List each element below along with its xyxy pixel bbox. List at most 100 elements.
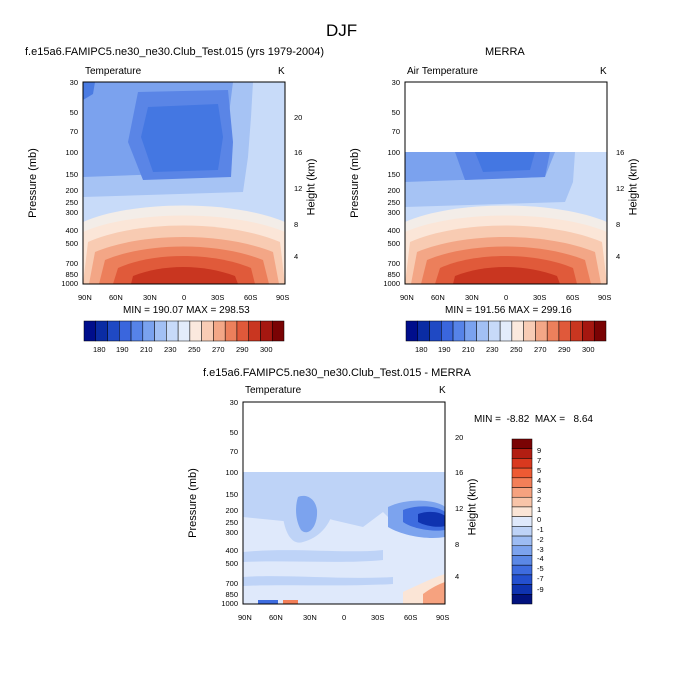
- x-tick-label: 30N: [143, 293, 157, 302]
- y-tick-label: 850: [387, 270, 400, 279]
- x-tick-label: 30N: [303, 613, 317, 622]
- colorbar-tick-label: 290: [236, 345, 249, 354]
- height-tick-label: 12: [455, 504, 464, 513]
- y-tick-label: 1000: [383, 279, 400, 288]
- colorbar-swatch: [213, 320, 226, 342]
- y-tick-label: 1000: [221, 599, 238, 608]
- y-tick-label: 100: [225, 468, 238, 477]
- colorbar-swatch: [142, 320, 155, 342]
- colorbar-tick-label: 290: [558, 345, 571, 354]
- x-tick-label: 30N: [465, 293, 479, 302]
- colorbar-swatch: [166, 320, 179, 342]
- diff-units-label: K: [439, 385, 446, 396]
- colorbar-tick-label: -4: [537, 554, 544, 563]
- height-tick-label: 8: [616, 220, 621, 229]
- y-tick-label: 100: [387, 148, 400, 157]
- x-tick-label: 60S: [404, 613, 418, 622]
- colorbar-swatch: [511, 555, 533, 566]
- y-tick-label: 150: [225, 490, 238, 499]
- x-tick-label: 30S: [533, 293, 547, 302]
- diff-y-axis-title: Pressure (mb): [186, 468, 199, 538]
- x-tick-label: 90S: [276, 293, 290, 302]
- height-tick-label: 8: [455, 540, 460, 549]
- y-tick-label: 30: [69, 78, 78, 87]
- y-tick-label: 30: [391, 78, 400, 87]
- colorbar-swatch: [452, 320, 466, 342]
- y-tick-label: 700: [65, 259, 78, 268]
- y-tick-label: 850: [225, 590, 238, 599]
- model-variable-label: Temperature: [85, 66, 142, 77]
- height-tick-label: 16: [616, 148, 625, 157]
- y-tick-label: 150: [65, 170, 78, 179]
- colorbar-swatch: [405, 320, 419, 342]
- y-tick-label: 500: [225, 559, 238, 568]
- y-tick-label: 70: [229, 447, 238, 456]
- colorbar-tick-label: -1: [537, 525, 544, 534]
- colorbar-tick-label: 180: [415, 345, 428, 354]
- y-tick-label: 700: [225, 579, 238, 588]
- height-tick-label: 4: [455, 572, 460, 581]
- model-contour-plot: [82, 81, 286, 285]
- height-tick-label: 20: [455, 433, 464, 442]
- obs-stats: MIN = 191.56 MAX = 299.16: [445, 305, 572, 316]
- height-tick-label: 12: [616, 184, 625, 193]
- y-tick-label: 500: [65, 239, 78, 248]
- colorbar-swatch: [511, 545, 533, 556]
- y-tick-label: 200: [65, 186, 78, 195]
- x-tick-label: 0: [182, 293, 187, 302]
- colorbar-swatch: [511, 320, 524, 342]
- y-tick-label: 70: [391, 127, 400, 136]
- colorbar-swatch: [154, 320, 167, 342]
- colorbar-swatch: [511, 506, 533, 517]
- colorbar-swatch: [511, 594, 533, 605]
- model-y-axis-title: Pressure (mb): [26, 148, 39, 218]
- colorbar-swatch: [107, 320, 120, 342]
- obs-colorbar: [405, 320, 607, 342]
- colorbar-swatch: [511, 574, 533, 585]
- model-height-axis-title: Height (km): [305, 158, 318, 216]
- y-tick-label: 250: [65, 198, 78, 207]
- colorbar-swatch: [511, 496, 533, 508]
- obs-units-label: K: [600, 66, 607, 77]
- model-colorbar: [83, 320, 285, 342]
- y-tick-label: 250: [225, 518, 238, 527]
- colorbar-tick-label: 3: [537, 486, 542, 495]
- colorbar-tick-label: -9: [537, 585, 544, 594]
- colorbar-swatch: [511, 535, 533, 547]
- obs-y-axis-title: Pressure (mb): [348, 148, 361, 218]
- colorbar-swatch: [464, 320, 477, 342]
- colorbar-swatch: [130, 320, 144, 342]
- colorbar-swatch: [441, 320, 454, 342]
- colorbar-swatch: [499, 320, 513, 342]
- colorbar-swatch: [570, 320, 583, 342]
- colorbar-tick-label: 4: [537, 476, 542, 485]
- colorbar-swatch: [177, 320, 191, 342]
- height-tick-label: 12: [294, 184, 303, 193]
- colorbar-swatch: [260, 320, 273, 342]
- obs-panel-title: MERRA: [485, 46, 525, 58]
- y-tick-label: 100: [65, 148, 78, 157]
- colorbar-swatch: [95, 320, 108, 342]
- colorbar-swatch: [488, 320, 501, 342]
- y-tick-label: 400: [387, 226, 400, 235]
- colorbar-tick-label: 210: [462, 345, 475, 354]
- x-tick-label: 30S: [211, 293, 225, 302]
- colorbar-swatch: [511, 467, 533, 479]
- colorbar-tick-label: 2: [537, 495, 542, 504]
- colorbar-swatch: [511, 584, 533, 595]
- diff-stats: MIN = -8.82 MAX = 8.64: [474, 414, 593, 425]
- diff-panel-title: f.e15a6.FAMIPC5.ne30_ne30.Club_Test.015 …: [203, 367, 471, 379]
- x-tick-label: 60S: [244, 293, 258, 302]
- obs-variable-label: Air Temperature: [407, 66, 478, 77]
- y-tick-label: 50: [229, 428, 238, 437]
- colorbar-swatch: [511, 526, 533, 537]
- y-tick-label: 300: [225, 528, 238, 537]
- colorbar-tick-label: -5: [537, 564, 544, 573]
- colorbar-swatch: [558, 320, 571, 342]
- colorbar-tick-label: 0: [537, 515, 542, 524]
- colorbar-swatch: [582, 320, 595, 342]
- height-tick-label: 8: [294, 220, 299, 229]
- diff-height-axis-title: Height (km): [466, 478, 479, 536]
- y-tick-label: 300: [65, 208, 78, 217]
- height-tick-label: 4: [294, 252, 299, 261]
